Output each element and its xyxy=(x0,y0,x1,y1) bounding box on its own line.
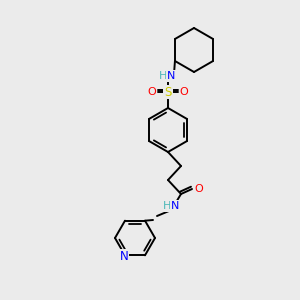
Text: N: N xyxy=(167,71,175,81)
Text: N: N xyxy=(171,201,179,211)
Text: N: N xyxy=(120,250,128,263)
Text: O: O xyxy=(148,87,156,97)
Text: H: H xyxy=(159,71,167,81)
Text: H: H xyxy=(163,201,171,211)
Text: O: O xyxy=(180,87,188,97)
Text: O: O xyxy=(195,184,203,194)
Text: S: S xyxy=(164,85,172,98)
